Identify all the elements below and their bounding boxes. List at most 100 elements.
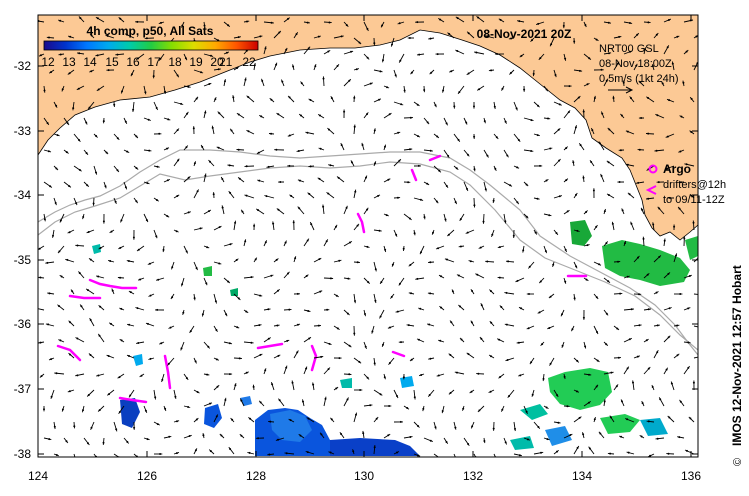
current-vector-head	[676, 35, 679, 38]
current-vector-head	[164, 90, 166, 93]
current-vector-head	[426, 182, 429, 185]
current-vector-head	[398, 159, 401, 162]
current-vector-head	[484, 188, 487, 191]
current-vector-head	[145, 219, 148, 222]
current-vector-head	[564, 248, 567, 251]
current-vector-head	[391, 263, 394, 266]
current-vector-head	[595, 296, 598, 299]
current-vector	[123, 181, 128, 190]
current-vector-head	[605, 79, 608, 82]
current-vector	[497, 338, 505, 343]
current-vector-head	[498, 276, 501, 279]
current-vector-head	[154, 396, 157, 399]
current-vector-head	[655, 291, 658, 294]
colorbar	[43, 40, 259, 51]
current-vector-head	[259, 353, 262, 356]
current-vector-head	[336, 65, 339, 67]
current-vector-head	[275, 63, 278, 66]
current-vector-head	[95, 171, 97, 174]
current-vector-head	[384, 248, 387, 251]
current-vector-head	[367, 281, 370, 284]
current-vector-head	[306, 21, 309, 24]
current-vector-head	[287, 272, 289, 275]
current-vector-head	[388, 362, 391, 364]
current-vector-head	[549, 147, 552, 150]
current-vector-head	[454, 201, 457, 204]
current-vector	[233, 382, 237, 391]
current-vector-head	[683, 237, 686, 240]
current-vector-head	[413, 396, 416, 399]
current-vector-head	[354, 300, 356, 302]
current-vector	[627, 192, 635, 199]
current-vector-head	[439, 339, 442, 342]
current-vector-head	[628, 338, 631, 341]
current-vector-head	[110, 322, 112, 325]
current-vector-head	[586, 244, 589, 247]
current-vector-head	[181, 24, 184, 27]
current-vector-head	[185, 377, 188, 380]
current-vector-head	[193, 297, 196, 300]
current-vector-head	[289, 419, 292, 422]
current-vector-head	[396, 310, 399, 313]
current-vector-head	[579, 144, 582, 147]
current-vector	[593, 261, 602, 266]
current-vector-head	[441, 410, 444, 412]
current-vector-head	[588, 373, 590, 376]
current-vector-head	[237, 148, 240, 151]
current-vector-head	[391, 43, 393, 46]
current-vector-head	[307, 47, 310, 50]
current-vector-head	[532, 72, 535, 75]
current-vector	[693, 356, 698, 359]
current-vector-head	[47, 323, 50, 326]
current-vector-head	[298, 207, 301, 210]
current-vector-head	[215, 329, 218, 331]
current-vector-head	[609, 452, 612, 455]
current-vector-head	[486, 260, 489, 263]
current-vector-head	[373, 446, 376, 449]
current-vector-head	[407, 181, 410, 184]
current-vector	[363, 207, 369, 215]
current-vector	[106, 354, 115, 359]
current-vector-head	[408, 37, 411, 39]
current-vector	[333, 64, 340, 71]
current-vector-head	[221, 178, 224, 180]
current-vector-head	[516, 279, 519, 282]
current-vector-head	[398, 22, 401, 25]
current-vector-head	[686, 449, 688, 452]
current-vector-head	[469, 260, 472, 263]
current-vector-head	[351, 161, 353, 164]
current-vector-head	[40, 54, 42, 57]
current-vector	[183, 373, 189, 381]
current-vector-head	[167, 362, 170, 365]
current-vector-head	[692, 221, 695, 224]
current-vector-head	[418, 338, 420, 341]
current-vector-head	[378, 98, 380, 101]
current-vector-head	[68, 185, 71, 188]
current-vector-head	[586, 83, 589, 86]
current-vector-head	[600, 174, 603, 177]
current-vector-head	[234, 384, 237, 387]
current-vector-head	[257, 151, 260, 154]
current-vector-head	[547, 117, 549, 120]
current-vector-head	[353, 125, 356, 128]
current-vector	[223, 341, 233, 345]
current-vector-head	[335, 225, 337, 228]
current-vector-head	[108, 393, 110, 396]
current-vector-head	[270, 98, 273, 101]
current-vector-head	[520, 54, 523, 57]
current-vector	[387, 325, 395, 329]
current-vector-head	[467, 443, 470, 445]
current-vector-head	[146, 182, 149, 185]
current-vector-head	[508, 395, 511, 397]
current-vector-head	[386, 86, 388, 89]
current-vector	[163, 117, 171, 121]
current-vector-head	[76, 374, 79, 377]
current-vector-head	[348, 79, 351, 82]
current-vector	[266, 165, 275, 168]
current-vector-head	[349, 241, 351, 244]
current-vector	[441, 405, 445, 414]
current-vector-head	[98, 409, 101, 412]
current-vector-head	[371, 330, 374, 333]
current-vector-head	[365, 176, 367, 179]
current-vector	[563, 209, 570, 215]
